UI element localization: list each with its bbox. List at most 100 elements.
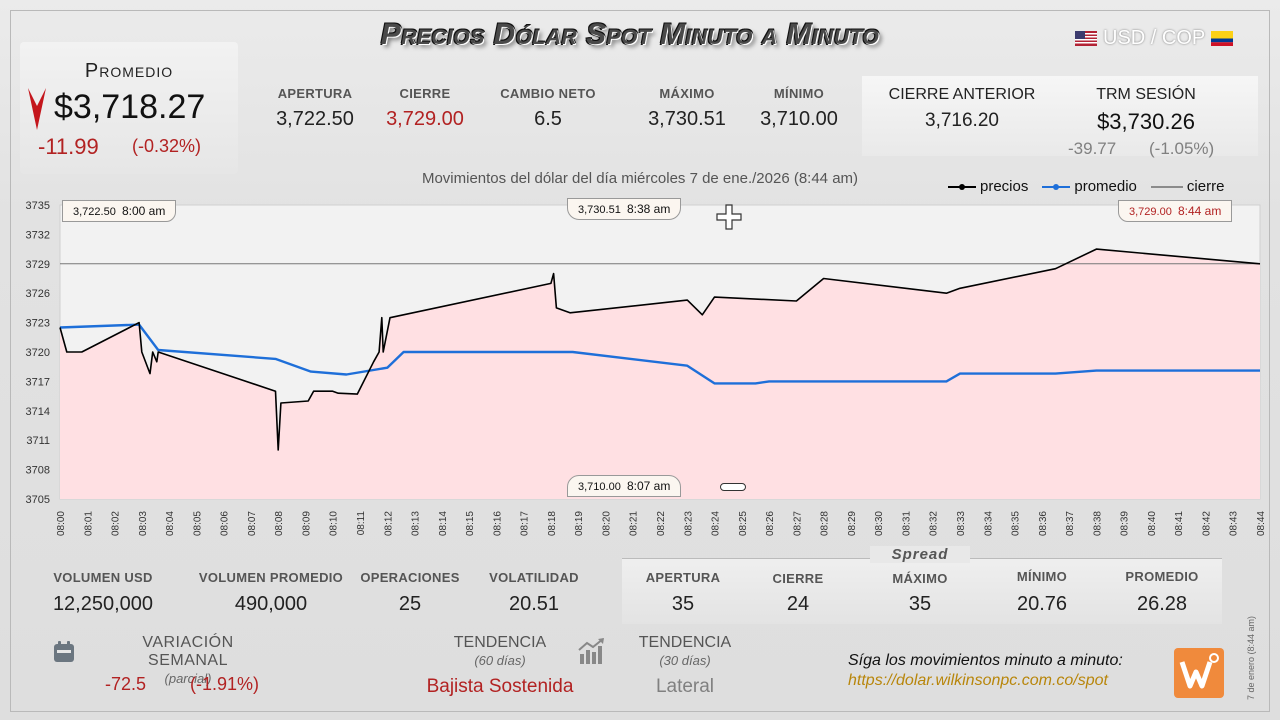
spread-promedio-label: Promedio xyxy=(1125,569,1199,584)
cierre-label: Cierre xyxy=(399,86,451,101)
legend-promedio-label: promedio xyxy=(1074,178,1137,195)
y-tick-label: 3729 xyxy=(26,259,50,271)
stat-volumen-usd: Volumen USD 12,250,000 xyxy=(33,570,173,616)
x-tick-label: 08:30 xyxy=(874,511,885,536)
y-tick-label: 3732 xyxy=(26,229,50,241)
spread-minimo-label: Mínimo xyxy=(1016,569,1068,584)
spread-maximo: Máximo 35 xyxy=(850,571,990,616)
legend-precios: precios xyxy=(948,178,1028,195)
y-tick-label: 3708 xyxy=(26,465,50,477)
legend-precios-swatch xyxy=(948,183,976,190)
calendar-icon xyxy=(54,641,74,662)
page-title: Precios Dólar Spot Minuto a Minuto xyxy=(380,18,880,51)
series-promedio-line xyxy=(59,323,1260,385)
legend-cierre-label: cierre xyxy=(1186,178,1225,195)
tendencia30-value: Lateral xyxy=(655,676,715,697)
cambio-neto-label: Cambio Neto xyxy=(500,86,596,101)
spread-maximo-label: Máximo xyxy=(892,571,948,586)
series-precios-line xyxy=(59,248,1261,451)
cierre-anterior-value: 3,716.20 xyxy=(925,110,999,131)
open-bubble: 3,722.50 8:00 am xyxy=(62,200,177,222)
stat-volatilidad: Volatilidad 20.51 xyxy=(464,570,604,616)
x-tick-label: 08:40 xyxy=(1147,511,1158,536)
tendencia60-sub: (60 días) xyxy=(474,653,526,668)
crosshair-cursor-icon xyxy=(716,204,742,230)
x-tick-label: 08:16 xyxy=(492,511,503,536)
x-tick-label: 08:44 xyxy=(1256,511,1267,536)
x-tick-label: 08:02 xyxy=(111,511,122,536)
minimo-value: 3,710.00 xyxy=(760,108,838,130)
variacion-semanal: Variación Semanal (parcial) xyxy=(100,634,276,686)
spread-cierre: Cierre 24 xyxy=(728,571,868,616)
x-tick-label: 08:21 xyxy=(629,511,640,536)
x-tick-label: 08:03 xyxy=(138,511,149,536)
spread-apertura-value: 35 xyxy=(671,593,695,615)
stat-cierre: Cierre 3,729.00 xyxy=(365,86,485,131)
x-tick-label: 08:01 xyxy=(83,511,94,536)
min-bubble: 3,710.00 8:07 am xyxy=(567,475,682,497)
x-tick-label: 08:07 xyxy=(247,511,258,536)
apertura-label: Apertura xyxy=(277,86,353,101)
minimo-label: Mínimo xyxy=(773,86,825,101)
trm-panel xyxy=(862,76,1258,156)
spread-apertura-label: Apertura xyxy=(645,570,721,585)
x-tick-label: 08:38 xyxy=(1092,511,1103,536)
max-time: 8:38 am xyxy=(626,202,671,216)
max-bubble: 3,730.51 8:38 am xyxy=(567,198,682,220)
x-tick-label: 08:31 xyxy=(901,511,912,536)
tendencia-60: Tendencia (60 días) Bajista Sostenida xyxy=(420,634,580,698)
max-price: 3,730.51 xyxy=(578,204,621,216)
volumen-promedio-value: 490,000 xyxy=(234,593,308,615)
operaciones-label: Operaciones xyxy=(360,570,460,585)
x-axis: 08:00 08:01 08:02 08:03 08:04 08:05 08:06 08:07… xyxy=(56,511,1267,536)
currency-pair: USD / COP xyxy=(1075,27,1234,50)
variacion-pct: (-1.91%) xyxy=(190,674,260,694)
cierre-anterior-label: Cierre Anterior xyxy=(888,86,1036,103)
min-time: 8:07 am xyxy=(626,479,671,493)
chart-series xyxy=(59,248,1261,451)
y-axis: 3705 3708 3711 3714 3717 3720 3723 3726 3729 3732… xyxy=(26,200,50,506)
price-area xyxy=(60,249,1260,499)
y-tick-label: 3720 xyxy=(26,347,50,359)
cierre-anterior: Cierre Anterior 3,716.20 xyxy=(882,86,1042,132)
x-tick-label: 08:12 xyxy=(383,511,394,536)
chart-legend: precios promedio cierre xyxy=(948,178,1224,195)
promedio-change: -11.99 xyxy=(38,134,99,159)
apertura-value: 3,722.50 xyxy=(276,108,354,130)
x-tick-label: 08:29 xyxy=(847,511,858,536)
cierre-value: 3,729.00 xyxy=(386,108,464,130)
y-tick-label: 3735 xyxy=(26,200,50,212)
stat-operaciones: Operaciones 25 xyxy=(340,570,480,616)
footer-link[interactable]: https://dolar.wilkinsonpc.com.co/spot xyxy=(848,672,1108,689)
spread-minimo-value: 20.76 xyxy=(1016,593,1068,615)
trm-sesion: TRM Sesión $3,730.26 xyxy=(1064,86,1228,135)
operaciones-value: 25 xyxy=(398,593,422,615)
maximo-label: Máximo xyxy=(659,86,715,101)
volumen-usd-value: 12,250,000 xyxy=(52,593,154,615)
spread-title: Spread xyxy=(870,546,970,563)
open-price: 3,722.50 xyxy=(73,206,116,218)
x-tick-label: 08:43 xyxy=(1229,511,1240,536)
x-tick-label: 08:33 xyxy=(956,511,967,536)
y-tick-label: 3723 xyxy=(26,318,50,330)
stat-maximo: Máximo 3,730.51 xyxy=(627,86,747,131)
x-tick-label: 08:13 xyxy=(411,511,422,536)
stat-apertura: Apertura 3,722.50 xyxy=(255,86,375,131)
wilkinson-logo[interactable] xyxy=(1174,648,1224,698)
y-tick-label: 3705 xyxy=(26,494,50,506)
stat-cambio-neto: Cambio Neto 6.5 xyxy=(488,86,608,131)
x-tick-label: 08:00 xyxy=(56,511,67,536)
legend-cierre: cierre xyxy=(1150,178,1225,195)
x-tick-label: 08:42 xyxy=(1201,511,1212,536)
chart-caption: Movimientos del dólar del día miércoles … xyxy=(421,170,859,187)
variacion-label: Variación Semanal xyxy=(142,634,234,669)
x-tick-label: 08:18 xyxy=(547,511,558,536)
x-tick-label: 08:28 xyxy=(820,511,831,536)
min-price: 3,710.00 xyxy=(578,481,621,493)
dashboard-frame xyxy=(10,10,1270,712)
x-tick-label: 08:11 xyxy=(356,511,367,536)
spread-promedio-value: 26.28 xyxy=(1136,593,1188,615)
us-flag-icon xyxy=(1075,31,1097,46)
x-tick-label: 08:39 xyxy=(1120,511,1131,536)
spread-apertura: Apertura 35 xyxy=(613,570,753,616)
